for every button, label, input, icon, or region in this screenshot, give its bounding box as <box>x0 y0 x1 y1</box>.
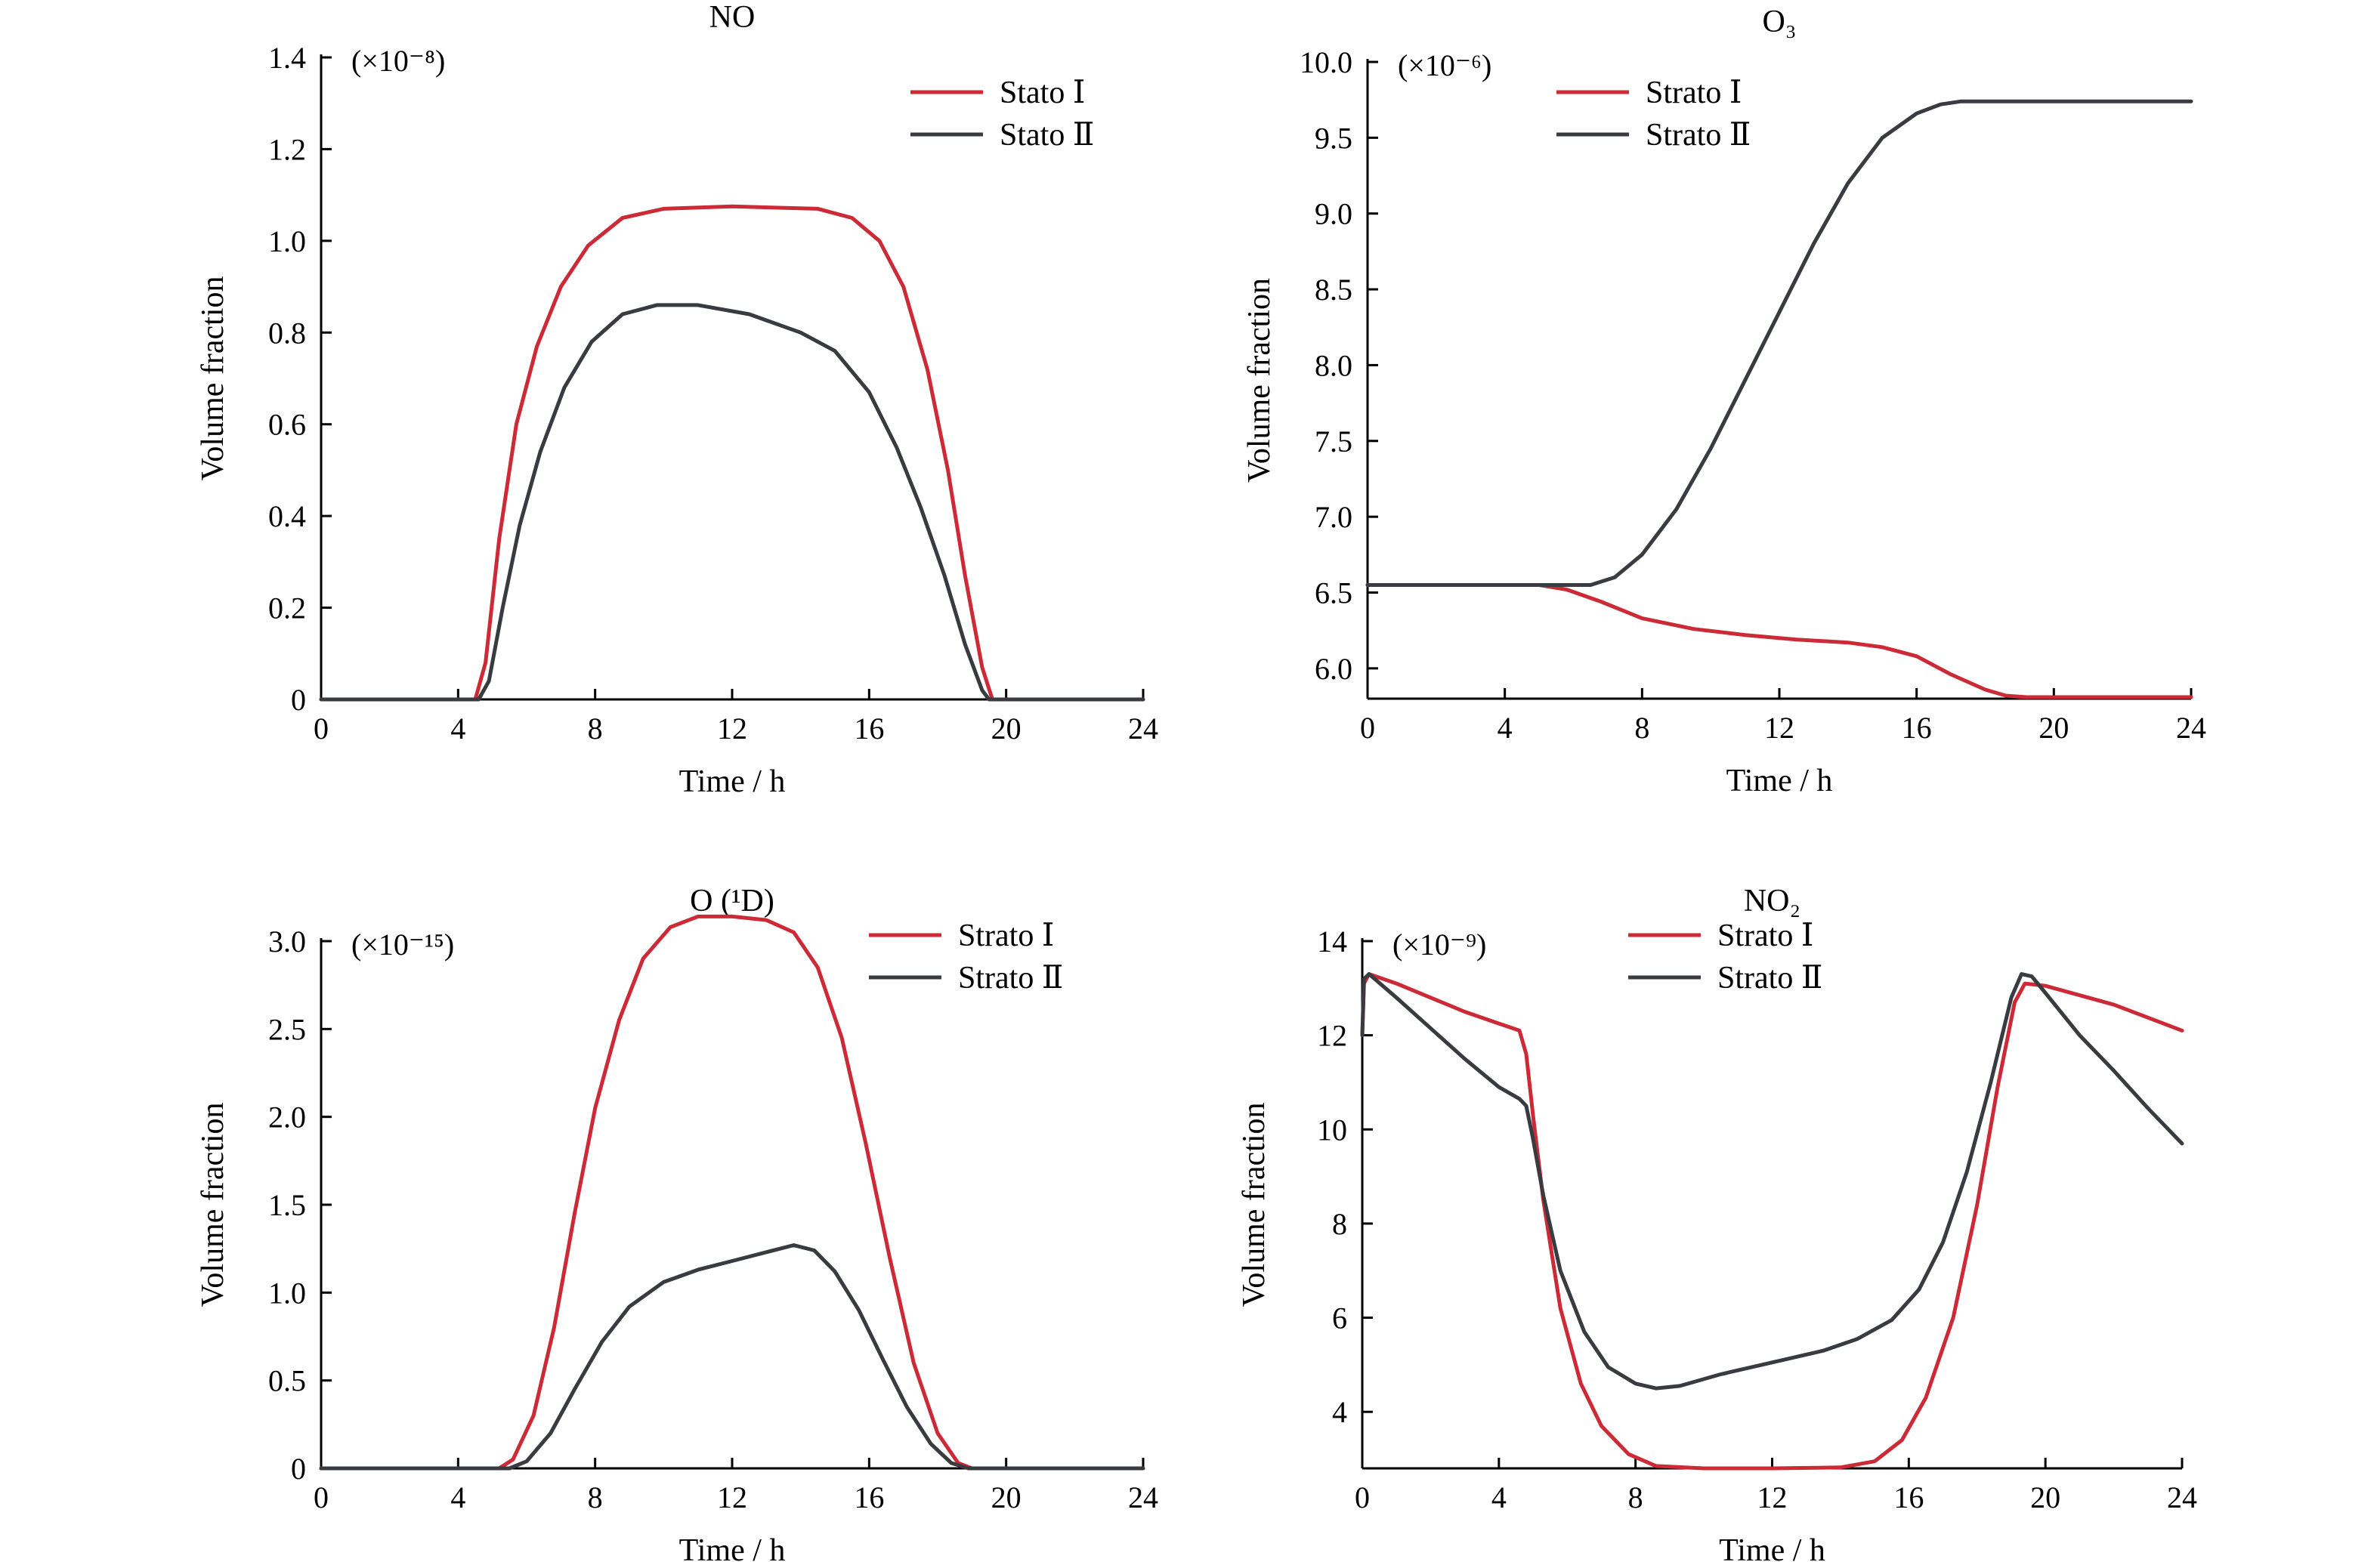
chart-3-y-tick-label: 3.0 <box>268 925 306 958</box>
chart-3-x-tick-label: 4 <box>450 1480 465 1514</box>
chart-2-x-tick-label: 0 <box>1360 711 1375 745</box>
chart-3-title: O (¹D) <box>690 884 774 918</box>
chart-1-y-tick-label: 0.6 <box>268 408 306 442</box>
chart-1-y-tick-label: 0.2 <box>268 591 306 625</box>
chart-4-x-tick-label: 12 <box>1757 1480 1788 1514</box>
chart-2-y-tick-label: 6.0 <box>1315 652 1352 686</box>
chart-3-y-tick-label: 1.5 <box>268 1188 306 1222</box>
chart-4-y-tick-label: 14 <box>1317 925 1347 958</box>
chart-1-y-tick-label: 1.2 <box>268 132 306 166</box>
chart-1-multiplier: (×10⁻⁸) <box>351 44 445 78</box>
chart-4-multiplier: (×10⁻⁹) <box>1392 928 1486 962</box>
chart-3-y-tick-label: 0 <box>291 1452 306 1486</box>
chart-1-x-tick-label: 24 <box>1128 712 1158 746</box>
chart-4-x-tick-label: 16 <box>1893 1480 1924 1514</box>
chart-2-x-tick-label: 24 <box>2176 711 2206 745</box>
chart-3-x-tick-label: 0 <box>314 1480 329 1514</box>
chart-2-y-tick-label: 7.0 <box>1315 500 1352 534</box>
chart-2-y-tick-label: 7.5 <box>1315 424 1352 458</box>
chart-1-x-tick-label: 12 <box>717 712 747 746</box>
chart-3-x-tick-label: 20 <box>991 1480 1022 1514</box>
chart-1-legend-label-1: Stato Ⅰ <box>1000 76 1085 110</box>
chart-1-x-tick-label: 20 <box>991 712 1022 746</box>
chart-4-x-tick-label: 24 <box>2167 1480 2197 1514</box>
chart-4-legend-label-2: Strato Ⅱ <box>1717 961 1822 996</box>
chart-2-title: O₃ <box>1763 5 1797 39</box>
chart-3-x-tick-label: 16 <box>854 1480 884 1514</box>
chart-4-x-tick-label: 8 <box>1628 1480 1643 1514</box>
chart-3-y-tick-label: 0.5 <box>268 1364 306 1398</box>
chart-2-x-tick-label: 16 <box>1902 711 1932 745</box>
chart-1-y-tick-label: 1.0 <box>268 224 306 258</box>
chart-2-y-tick-label: 8.0 <box>1315 348 1352 382</box>
chart-3-legend-label-2: Strato Ⅱ <box>958 961 1063 996</box>
chart-panel-2: 0 4 8 12 16 20 24 6.0 6.5 7.0 7.5 8.0 8.5 9.0 9.5 10.0 O… <box>1242 5 2206 798</box>
chart-2-y-tick-label: 8.5 <box>1315 273 1352 307</box>
chart-4-y-tick-label: 4 <box>1332 1395 1347 1429</box>
chart-4-x-tick-label: 4 <box>1491 1480 1507 1514</box>
chart-2-x-tick-label: 4 <box>1498 711 1513 745</box>
chart-1-title: NO <box>709 0 756 35</box>
chart-1-legend-label-2: Stato Ⅱ <box>1000 118 1094 153</box>
chart-2-x-tick-label: 12 <box>1764 711 1794 745</box>
chart-4-legend-label-1: Strato Ⅰ <box>1717 918 1813 953</box>
chart-panel-1: 0 4 8 12 16 20 24 0 0.2 0.4 0.6 0.8 1.0 1.2 1.4 NO (×10⁻… <box>196 0 1158 799</box>
chart-2-y-tick-label: 6.5 <box>1315 576 1352 610</box>
chart-3-multiplier: (×10⁻¹⁵) <box>351 928 454 962</box>
chart-4-series-1-line <box>1360 972 2184 1471</box>
chart-2-series-2-line <box>1365 99 2193 587</box>
chart-3-y-tick-label: 2.0 <box>268 1100 306 1134</box>
chart-panel-3: 0 4 8 12 16 20 24 0 0.5 1.0 1.5 2.0 2.5 3.0 O (¹D) (×10… <box>196 884 1158 1562</box>
chart-2-legend-label-2: Strato Ⅱ <box>1646 118 1751 153</box>
chart-3-x-tick-label: 24 <box>1128 1480 1158 1514</box>
chart-1-x-tick-label: 4 <box>450 712 465 746</box>
chart-4-series-2-line <box>1360 972 2184 1391</box>
chart-1-x-tick-label: 8 <box>588 712 603 746</box>
chart-2-x-axis-label: Time / h <box>1726 764 1833 798</box>
chart-3-y-tick-label: 2.5 <box>268 1012 306 1046</box>
chart-1-y-axis-label: Volume fraction <box>196 276 230 481</box>
chart-4-y-tick-label: 12 <box>1317 1019 1347 1053</box>
chart-3-x-tick-label: 8 <box>588 1480 603 1514</box>
chart-1-x-tick-label: 0 <box>314 712 329 746</box>
chart-4-x-tick-label: 20 <box>2030 1480 2060 1514</box>
chart-4-y-tick-label: 6 <box>1332 1301 1347 1335</box>
chart-4-x-axis-label: Time / h <box>1719 1533 1825 1562</box>
chart-2-series-1-line <box>1365 583 2193 699</box>
chart-2-legend-label-1: Strato Ⅰ <box>1646 76 1742 110</box>
chart-2-x-tick-label: 8 <box>1634 711 1649 745</box>
chart-2-y-tick-label: 9.5 <box>1315 121 1352 155</box>
chart-1-series-1-line <box>319 204 1145 702</box>
chart-4-x-tick-label: 0 <box>1355 1480 1370 1514</box>
chart-1-y-tick-label: 1.4 <box>268 41 306 75</box>
chart-2-multiplier: (×10⁻⁶) <box>1398 48 1491 82</box>
chart-4-y-axis-label: Volume fraction <box>1237 1103 1272 1307</box>
chart-2-y-axis-label: Volume fraction <box>1242 278 1277 483</box>
chart-3-y-axis-label: Volume fraction <box>196 1103 230 1307</box>
chart-1-x-tick-label: 16 <box>854 712 884 746</box>
chart-2-y-tick-label: 10.0 <box>1300 45 1352 79</box>
chart-2-y-tick-label: 9.0 <box>1315 197 1352 231</box>
chart-3-x-axis-label: Time / h <box>679 1533 786 1562</box>
chart-3-x-tick-label: 12 <box>717 1480 747 1514</box>
chart-1-series-2-line <box>319 303 1145 702</box>
chart-3-y-tick-label: 1.0 <box>268 1276 306 1310</box>
chart-3-legend-label-1: Strato Ⅰ <box>958 918 1054 953</box>
chart-3-series-2-line <box>319 1243 1145 1471</box>
chart-1-y-tick-label: 0 <box>291 683 306 717</box>
chart-2-x-tick-label: 20 <box>2038 711 2069 745</box>
chart-4-y-tick-label: 8 <box>1332 1207 1347 1241</box>
chart-1-x-axis-label: Time / h <box>679 764 786 799</box>
chart-4-y-tick-label: 10 <box>1317 1113 1347 1147</box>
chart-4-title: NO₂ <box>1744 884 1800 918</box>
chart-1-y-tick-label: 0.8 <box>268 316 306 350</box>
chart-1-y-tick-label: 0.4 <box>268 499 306 533</box>
chart-3-series-1-line <box>319 914 1145 1471</box>
chart-panel-4: 0 4 8 12 16 20 24 4 6 8 10 12 14 NO₂ (×10⁻⁹) Time / h Vo… <box>1237 884 2197 1562</box>
